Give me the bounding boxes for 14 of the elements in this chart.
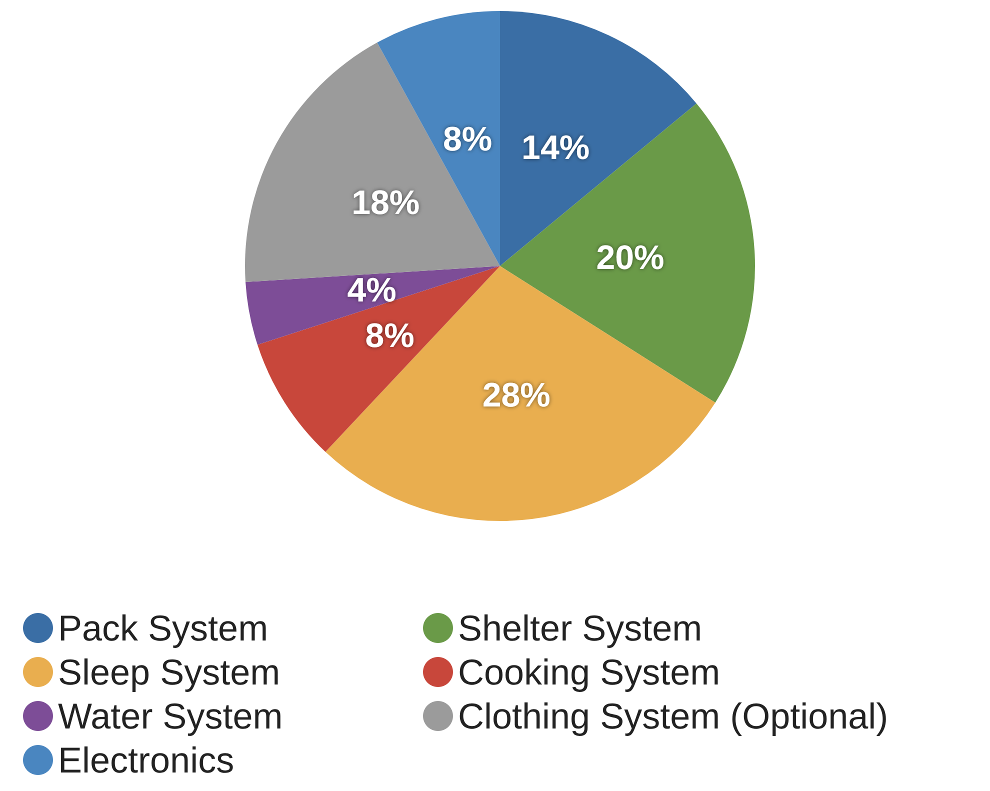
legend-label: Cooking System bbox=[458, 652, 720, 692]
data-label: 14% bbox=[522, 128, 590, 167]
data-label: 20% bbox=[596, 238, 664, 277]
legend-label: Shelter System bbox=[458, 608, 702, 648]
data-label: 18% bbox=[352, 184, 420, 222]
legend-label: Sleep System bbox=[58, 652, 280, 692]
legend-label: Clothing System (Optional) bbox=[458, 696, 888, 736]
legend-label: Electronics bbox=[58, 740, 234, 780]
data-label: 28% bbox=[482, 376, 550, 414]
data-label: 8% bbox=[365, 316, 414, 355]
legend-label: Water System bbox=[58, 696, 283, 736]
data-label: 4% bbox=[347, 271, 396, 310]
data-label: 8% bbox=[442, 120, 492, 159]
legend-label: Pack System bbox=[58, 608, 268, 648]
